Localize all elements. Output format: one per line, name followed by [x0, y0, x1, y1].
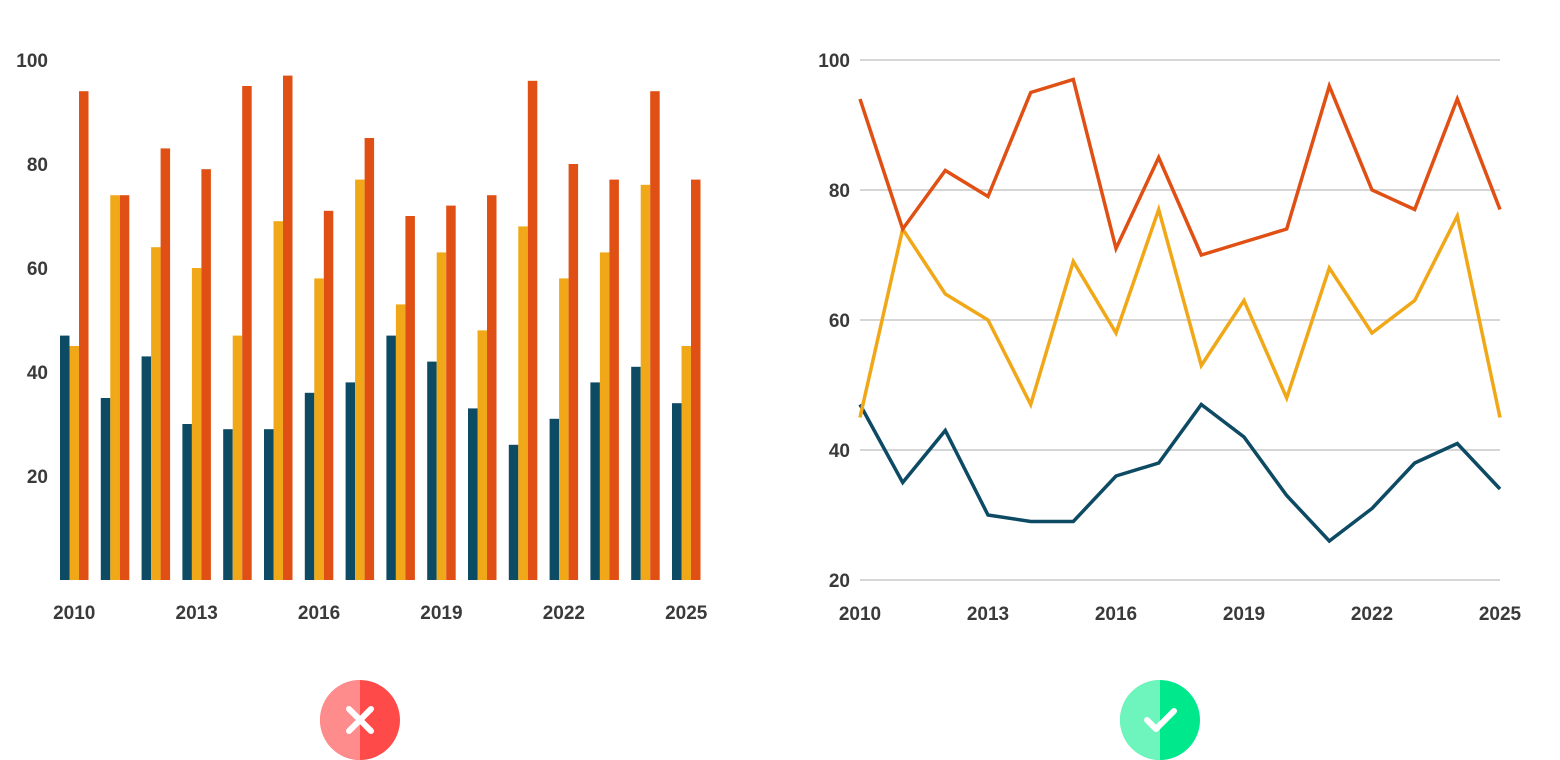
bar-series-2-2016	[314, 278, 324, 580]
line-x-tick-label: 2025	[1479, 604, 1522, 625]
bar-series-2-2019	[436, 252, 447, 580]
bar-series-1-2022	[549, 418, 560, 580]
bar-x-tick-label: 2013	[176, 603, 218, 624]
line-x-tick-label: 2010	[839, 604, 881, 625]
bar-series-2-2022	[559, 278, 569, 580]
line-y-tick-label: 80	[829, 181, 850, 202]
bar-series-1-2015	[264, 429, 274, 580]
bar-series-1-2018	[386, 335, 396, 580]
line-series-3	[858, 77, 1502, 258]
bar-series-3-2012	[160, 148, 171, 580]
bar-series-3-2020	[487, 195, 497, 580]
bar-series-1-2017	[345, 382, 356, 580]
bar-series-2-2023	[599, 252, 610, 580]
bar-series-1-2013	[182, 424, 192, 580]
bar-x-tick-label: 2010	[53, 603, 95, 624]
bar-series-3-2016	[323, 210, 334, 581]
bar-series-3-2019	[446, 205, 456, 580]
bar-series-2-2010	[69, 346, 79, 580]
bar-series-2-2020	[477, 330, 487, 580]
bar-series-1-2025	[672, 403, 682, 580]
bar-series-2-2011	[110, 195, 120, 580]
bar-series-1-2020	[468, 408, 478, 580]
line-x-tick-label: 2019	[1223, 604, 1265, 625]
bar-series-1-2011	[100, 398, 111, 580]
check-icon	[1120, 680, 1200, 760]
bar-y-tick-label: 40	[27, 363, 48, 384]
line-y-tick-label: 20	[829, 571, 850, 592]
line-y-tick-label: 40	[829, 441, 850, 462]
bar-series-3-2013	[201, 169, 211, 580]
bar-series-2-2024	[640, 184, 651, 581]
bar-series-2-2021	[518, 226, 528, 580]
bar-series-3-2010	[79, 91, 89, 580]
bar-series-2-2013	[191, 268, 202, 580]
bar-series-3-2024	[650, 91, 660, 580]
line-x-tick-label: 2022	[1351, 604, 1393, 625]
line-x-tick-label: 2016	[1095, 604, 1137, 625]
bar-series-3-2023	[609, 179, 619, 580]
bar-series-2-2012	[151, 247, 161, 580]
bar-series-3-2025	[691, 179, 701, 580]
bar-series-1-2012	[141, 356, 152, 580]
line-series-2	[858, 203, 1502, 418]
line-chart: 20 40 60 80 100 2010 2013 2016 2019 2022 2025	[818, 51, 1521, 625]
bar-y-tick-label: 80	[27, 155, 48, 176]
line-series-1	[858, 402, 1502, 544]
bar-x-tick-label: 2025	[665, 603, 708, 624]
cross-icon	[320, 680, 400, 760]
bar-y-tick-label: 20	[27, 467, 48, 488]
bar-x-tick-label: 2016	[298, 603, 340, 624]
bar-x-tick-label: 2019	[420, 603, 462, 624]
bar-series-3-2021	[527, 80, 538, 581]
bar-series-2-2018	[395, 304, 406, 580]
bar-series-3-2018	[405, 216, 415, 580]
bar-series-3-2017	[364, 138, 375, 580]
bar-series-1-2024	[631, 366, 641, 580]
bar-x-tick-label: 2022	[543, 603, 585, 624]
bar-chart: 20 40 60 80 100 2010 2013 2016 2019 2022 2025	[16, 51, 708, 624]
bar-series-1-2021	[508, 444, 519, 580]
bar-series-3-2011	[119, 195, 130, 580]
line-y-tick-label: 60	[829, 311, 850, 332]
bar-series-3-2022	[568, 164, 579, 580]
bar-series-1-2016	[304, 392, 315, 580]
bar-series-3-2014	[242, 86, 252, 580]
bar-series-1-2010	[60, 335, 70, 580]
bar-series-1-2023	[590, 382, 600, 580]
line-x-tick-label: 2013	[967, 604, 1009, 625]
bar-series-3-2015	[283, 75, 293, 580]
bar-series-2-2015	[273, 221, 283, 580]
bar-series-1-2014	[223, 429, 233, 580]
bar-series-2-2025	[681, 346, 691, 580]
bar-y-tick-label: 100	[16, 51, 48, 72]
line-y-tick-label: 100	[818, 51, 850, 72]
bar-series-2-2017	[355, 179, 365, 580]
bar-series-2-2014	[232, 335, 243, 580]
bar-y-tick-label: 60	[27, 259, 48, 280]
bar-series-1-2019	[427, 361, 437, 580]
